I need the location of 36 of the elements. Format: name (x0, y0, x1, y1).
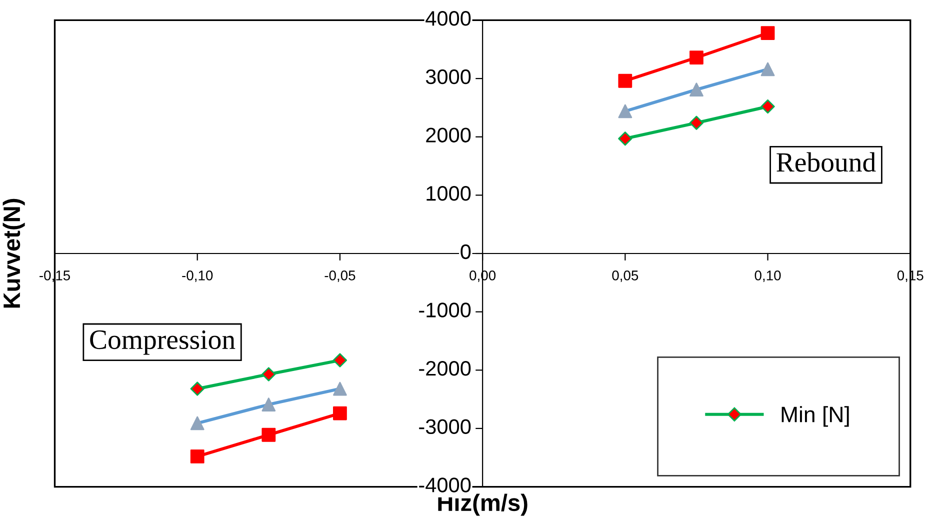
y-tick-label: 0 (460, 244, 471, 260)
point (262, 367, 276, 382)
y-axis-title: Kuvvet(N) (2, 198, 25, 308)
y-tick-label: -1000 (419, 302, 471, 318)
annotation: Rebound (776, 152, 876, 172)
x-axis-title: Hız(m/s) (438, 494, 528, 516)
x-tick-label: -0,10 (182, 270, 213, 282)
y-tick-label: 3000 (426, 69, 471, 84)
point (618, 104, 632, 118)
point (618, 74, 632, 88)
point (690, 50, 704, 64)
point (333, 406, 347, 420)
x-tick-label: 0,05 (612, 270, 638, 282)
point (333, 382, 347, 396)
x-tick-label: -0,05 (324, 270, 356, 282)
point (332, 353, 348, 368)
y-tick-label: -3000 (419, 419, 471, 434)
x-tick-label: 0,10 (754, 270, 781, 282)
point (262, 398, 276, 412)
point (262, 428, 276, 442)
point (760, 62, 775, 76)
legend-label: Min [N] (782, 406, 849, 427)
point (190, 416, 204, 430)
point (760, 26, 775, 40)
point (690, 82, 704, 97)
y-tick-label: 2000 (426, 128, 471, 142)
y-tick-label: 1000 (426, 186, 471, 201)
point (190, 382, 204, 396)
point (190, 450, 204, 464)
point (618, 132, 632, 146)
y-tick-label: -2000 (419, 360, 471, 376)
annotation: Compression (90, 330, 236, 355)
y-tick-label: -4000 (419, 478, 471, 492)
point (760, 99, 775, 114)
y-tick-label: 4000 (426, 11, 471, 26)
point (689, 116, 704, 130)
